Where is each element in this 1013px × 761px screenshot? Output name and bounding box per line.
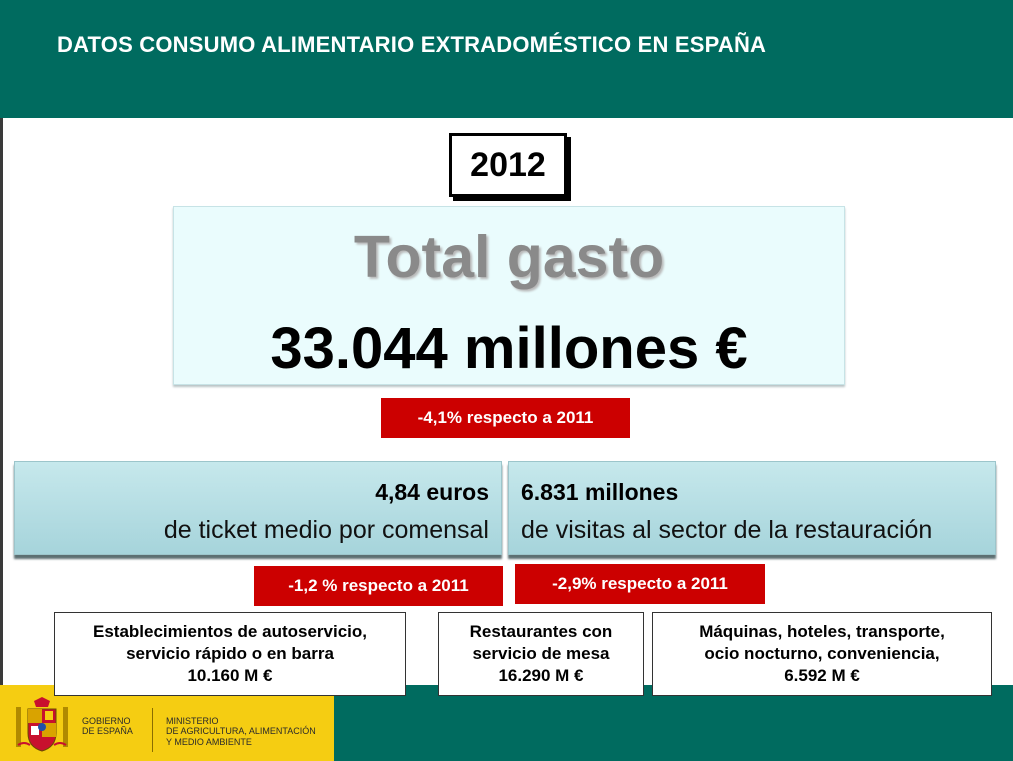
ministry-label-line: MINISTERIO — [166, 716, 219, 726]
slide-left-edge — [0, 0, 3, 761]
ministry-label-line: DE AGRICULTURA, ALIMENTACIÓN — [166, 726, 316, 737]
segment-box-self-service: Establecimientos de autoservicio, servic… — [54, 612, 406, 696]
segment-line: Establecimientos de autoservicio, — [93, 621, 367, 641]
total-spend-value: 33.044 millones € — [270, 316, 748, 381]
segment-line: servicio de mesa — [472, 643, 610, 663]
segment-line: Restaurantes con — [469, 621, 613, 641]
footer-divider — [152, 708, 153, 752]
visits-stat-box: 6.831 millones de visitas al sector de l… — [508, 461, 996, 555]
government-label-line: DE ESPAÑA — [82, 726, 133, 737]
segment-box-table-service: Restaurantes con servicio de mesa 16.290… — [438, 612, 644, 696]
government-label: GOBIERNO DE ESPAÑA — [82, 716, 133, 737]
visits-change-badge: -2,9% respecto a 2011 — [515, 564, 765, 604]
header-band: DATOS CONSUMO ALIMENTARIO EXTRADOMÉSTICO… — [0, 0, 1013, 118]
footer-teal-band — [334, 685, 1013, 761]
ministry-label-line: Y MEDIO AMBIENTE — [166, 736, 252, 747]
visits-description: de visitas al sector de la restauración — [521, 516, 933, 544]
total-change-badge: -4,1% respecto a 2011 — [381, 398, 630, 438]
segment-value: 10.160 M € — [187, 666, 273, 686]
year-box: 2012 — [449, 133, 567, 197]
segment-value: 6.592 M € — [784, 666, 860, 686]
ticket-stat-box: 4,84 euros de ticket medio por comensal — [14, 461, 502, 555]
coat-of-arms-icon — [16, 697, 68, 752]
segment-line: ocio nocturno, conveniencia, — [704, 643, 940, 663]
ticket-change-badge: -1,2 % respecto a 2011 — [254, 566, 503, 606]
total-spend-label: Total gasto — [353, 224, 665, 290]
segment-line: Máquinas, hoteles, transporte, — [699, 621, 945, 641]
ticket-value: 4,84 euros — [375, 479, 489, 505]
segment-line: servicio rápido o en barra — [126, 643, 334, 663]
page-title: DATOS CONSUMO ALIMENTARIO EXTRADOMÉSTICO… — [57, 32, 767, 57]
visits-value: 6.831 millones — [521, 479, 679, 505]
total-spend-box: Total gasto 33.044 millones € — [173, 206, 845, 385]
segment-box-other-channels: Máquinas, hoteles, transporte, ocio noct… — [652, 612, 992, 696]
ministry-label: MINISTERIO DE AGRICULTURA, ALIMENTACIÓN … — [166, 716, 316, 747]
ticket-description: de ticket medio por comensal — [163, 516, 489, 544]
government-label-line: GOBIERNO — [82, 716, 131, 726]
segment-value: 16.290 M € — [498, 666, 584, 686]
